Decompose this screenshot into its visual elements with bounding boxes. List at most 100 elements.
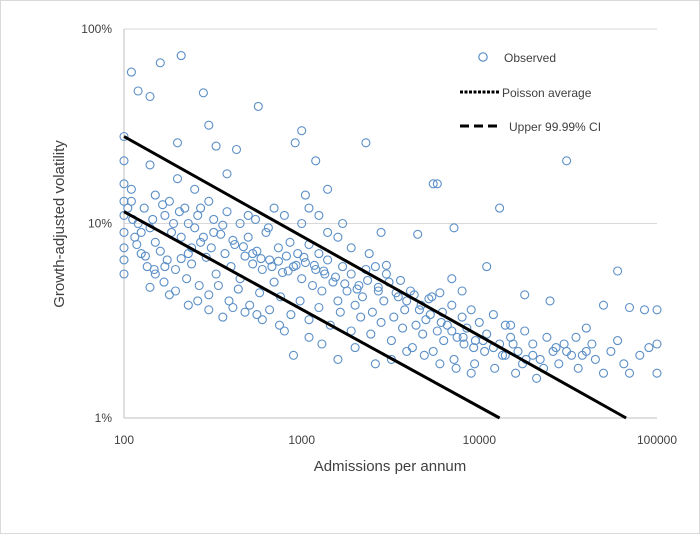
observed-point — [528, 339, 538, 349]
observed-point — [447, 300, 457, 310]
observed-point — [240, 307, 250, 317]
observed-point — [470, 359, 480, 369]
observed-point — [335, 307, 345, 317]
y-tick-label: 1% — [95, 411, 113, 425]
observed-point — [273, 243, 283, 253]
observed-point — [119, 269, 129, 279]
observed-point — [119, 179, 129, 189]
observed-point — [571, 332, 581, 342]
observed-point — [562, 346, 572, 356]
observed-point — [119, 243, 129, 253]
observed-point — [281, 251, 291, 261]
observed-point — [323, 184, 333, 194]
y-axis-title: Growth-adjusted volatility — [51, 140, 68, 308]
observed-point — [158, 200, 168, 210]
observed-point — [367, 307, 377, 317]
observed-point — [598, 300, 609, 310]
observed-point — [150, 269, 160, 279]
observed-point — [319, 266, 329, 276]
observed-point — [211, 141, 221, 151]
observed-point — [228, 235, 238, 245]
observed-point — [150, 237, 160, 247]
observed-point — [449, 223, 459, 233]
observed-point — [274, 320, 285, 330]
observed-point — [652, 339, 662, 349]
observed-point — [333, 354, 343, 364]
x-tick-label: 10000 — [463, 433, 497, 447]
observed-point — [126, 67, 136, 77]
observed-point — [196, 237, 206, 247]
observed-point — [652, 368, 662, 378]
observed-point — [295, 296, 305, 306]
observed-point — [149, 264, 159, 275]
x-tick-label: 1000 — [288, 433, 315, 447]
observed-point — [328, 277, 338, 287]
observed-point — [573, 363, 583, 373]
observed-point — [126, 196, 136, 206]
observed-point — [376, 317, 386, 327]
observed-point — [506, 320, 516, 330]
observed-point — [421, 315, 431, 325]
observed-point — [213, 280, 223, 291]
observed-point — [240, 251, 250, 261]
observed-point — [255, 288, 265, 298]
observed-point — [436, 317, 446, 327]
observed-point — [449, 354, 459, 364]
observed-point — [277, 267, 288, 278]
observed-point — [435, 288, 445, 298]
observed-point — [356, 312, 366, 322]
observed-point — [402, 346, 412, 356]
observed-point — [488, 310, 498, 320]
fit-lines — [123, 135, 627, 420]
observed-point — [439, 336, 449, 346]
observed-point — [218, 220, 228, 230]
observed-point — [532, 373, 542, 383]
observed-point — [176, 232, 186, 242]
observed-point — [201, 252, 211, 262]
observed-point — [428, 179, 438, 189]
observed-point — [395, 275, 406, 285]
observed-point — [304, 203, 314, 213]
observed-point — [447, 326, 457, 336]
observed-point — [333, 232, 343, 242]
observed-point — [545, 296, 555, 306]
observed-point — [248, 249, 258, 259]
observed-point — [474, 317, 484, 327]
observed-point — [243, 210, 253, 220]
observed-point — [432, 326, 442, 336]
observed-point — [314, 249, 324, 259]
observed-point — [170, 264, 181, 275]
observed-point — [346, 269, 356, 279]
observed-point — [194, 280, 204, 291]
observed-points — [119, 51, 662, 383]
observed-point — [304, 332, 314, 342]
tick-labels: 1% 10% 100% 100 1000 10000 100000 — [81, 22, 677, 447]
observed-point — [265, 255, 275, 265]
observed-point — [230, 239, 240, 250]
observed-point — [419, 350, 429, 360]
observed-point — [304, 315, 314, 325]
observed-point — [126, 184, 136, 194]
observed-point — [598, 368, 609, 378]
observed-point — [145, 160, 155, 170]
observed-point — [407, 343, 417, 353]
observed-point — [428, 346, 438, 356]
observed-point — [350, 343, 360, 353]
observed-point — [162, 255, 172, 265]
observed-point — [204, 196, 214, 206]
observed-point — [389, 312, 399, 322]
observed-point — [432, 179, 442, 189]
observed-point — [435, 359, 445, 369]
observed-point — [279, 326, 289, 336]
observed-point — [279, 210, 289, 220]
observed-point — [187, 259, 197, 269]
observed-point — [307, 280, 318, 291]
observed-point — [413, 229, 423, 239]
observed-point — [299, 252, 309, 262]
observed-point — [283, 266, 293, 276]
observed-point — [364, 249, 374, 259]
legend: Observed Poisson average Upper 99.99% CI — [460, 51, 601, 134]
observed-point — [168, 218, 179, 229]
observed-point — [183, 300, 193, 310]
